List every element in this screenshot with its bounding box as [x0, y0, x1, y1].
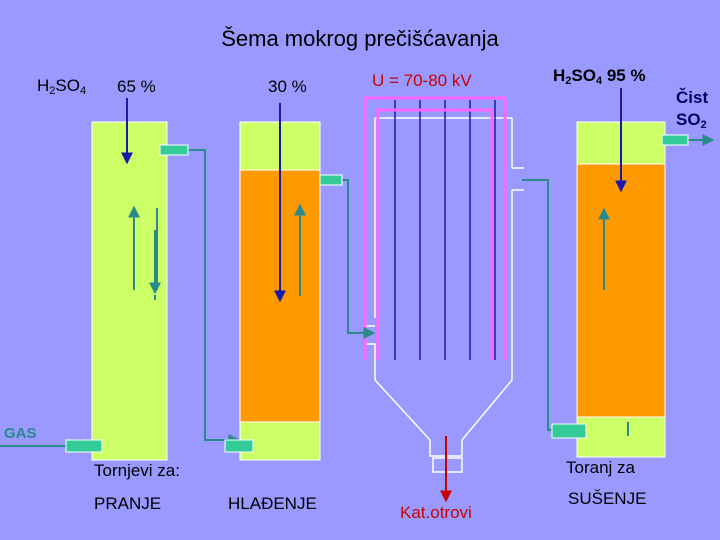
drying-tower — [576, 121, 666, 458]
hv-frame-inner — [376, 108, 494, 360]
h2so4-right-label: H2SO4 95 % — [553, 66, 646, 87]
h2so4-left-label: H2SO4 — [37, 76, 87, 97]
pipe-cool-to-filter — [342, 179, 376, 339]
drying-tower-bottom — [576, 416, 666, 458]
drying-label: SUŠENJE — [568, 489, 647, 508]
nozzle-wash-top — [159, 144, 189, 156]
electrodes — [394, 100, 496, 360]
nozzle-wash-bottom — [65, 439, 103, 453]
hv-frame-outer — [363, 96, 507, 360]
cooling-label: HLAĐENJE — [228, 494, 317, 513]
concentration-65-label: 65 % — [117, 77, 156, 96]
pipe-wash-to-cool — [188, 149, 241, 446]
nozzles — [65, 134, 689, 453]
gas-label: GAS — [4, 425, 37, 442]
washing-label: PRANJE — [94, 494, 162, 513]
so2-label: SO2 — [676, 110, 707, 131]
gas-pipes — [0, 134, 715, 452]
voltage-label: U = 70-80 kV — [372, 71, 472, 90]
acid-feed-arrows — [121, 88, 627, 303]
catalyst-poisons-label: Kat.otrovi — [400, 503, 472, 522]
electrofilter-flange — [512, 167, 524, 191]
towers-for-label: Tornjevi za: — [94, 461, 180, 480]
drying-tower-packing — [576, 163, 666, 418]
high-voltage-frame — [363, 96, 507, 360]
waste-outlet — [432, 457, 463, 473]
electrofilter-shell — [364, 118, 513, 457]
electrofilter — [364, 117, 524, 473]
nozzle-dry-bottom — [551, 423, 587, 439]
nozzle-cool-top — [319, 174, 343, 186]
pipe-filter-to-dry — [522, 179, 578, 436]
nozzle-dry-top — [661, 134, 689, 146]
tower-for-label: Toranj za — [566, 458, 635, 477]
nozzle-cool-bottom — [224, 439, 254, 453]
concentration-30-label: 30 % — [268, 77, 307, 96]
diagram-title: Šema mokrog prečišćavanja — [221, 26, 499, 51]
pure-label: Čist — [676, 88, 709, 107]
